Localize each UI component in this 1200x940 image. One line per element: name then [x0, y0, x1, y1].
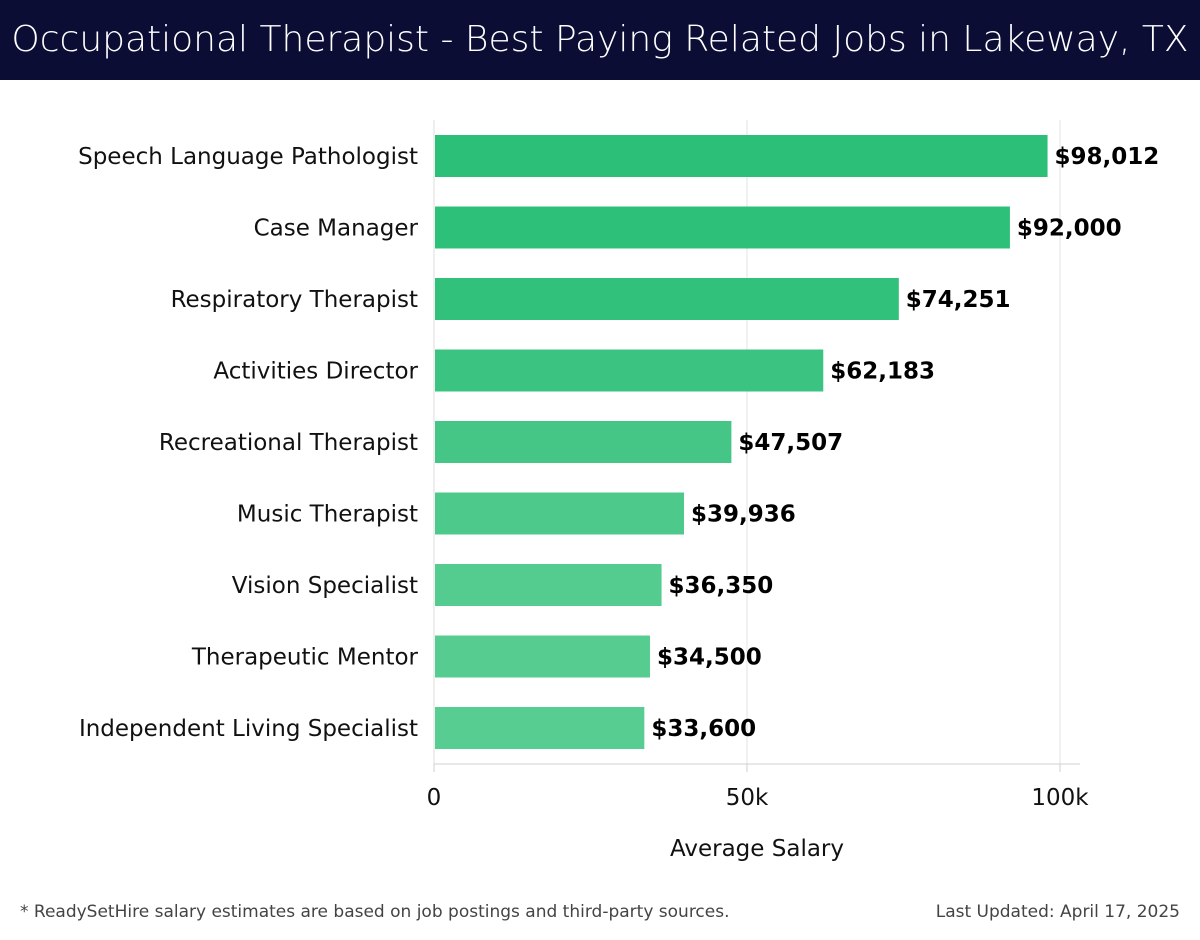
category-label-3: Activities Director: [213, 359, 418, 385]
bar-3: [435, 349, 824, 392]
category-label-0: Speech Language Pathologist: [78, 144, 418, 170]
x-axis-title: Average Salary: [670, 836, 844, 862]
bar-1: [435, 206, 1010, 249]
value-label-5: $39,936: [691, 502, 796, 528]
bar-chart: 0 50k 100k Average Salary Speech Language Pa…: [78, 120, 1160, 862]
category-label-7: Therapeutic Mentor: [191, 645, 419, 671]
x-tick-label-1: 50k: [726, 785, 769, 811]
category-label-8: Independent Living Specialist: [79, 716, 418, 742]
last-updated: Last Updated: April 17, 2025: [935, 902, 1180, 922]
bar-2: [435, 278, 899, 320]
bar-6: [435, 564, 662, 606]
x-tick-label-0: 0: [427, 785, 442, 811]
category-label-1: Case Manager: [254, 216, 419, 242]
bar-4: [435, 421, 732, 463]
value-label-6: $36,350: [669, 573, 774, 599]
value-label-0: $98,012: [1055, 144, 1160, 170]
category-label-5: Music Therapist: [237, 502, 418, 528]
category-label-4: Recreational Therapist: [159, 430, 418, 456]
value-label-7: $34,500: [657, 645, 762, 671]
value-label-4: $47,507: [738, 430, 843, 456]
value-label-3: $62,183: [830, 359, 935, 385]
bar-7: [435, 635, 650, 678]
category-label-2: Respiratory Therapist: [171, 287, 418, 313]
x-tick-label-2: 100k: [1031, 785, 1089, 811]
value-label-8: $33,600: [651, 716, 756, 742]
bar-8: [435, 707, 645, 749]
bar-0: [435, 135, 1048, 177]
bar-5: [435, 492, 684, 535]
category-label-6: Vision Specialist: [232, 573, 418, 599]
value-label-2: $74,251: [906, 287, 1011, 313]
value-label-1: $92,000: [1017, 216, 1122, 242]
chart-title: Occupational Therapist - Best Paying Rel…: [11, 19, 1189, 60]
footnote: * ReadySetHire salary estimates are base…: [20, 902, 730, 922]
chart-header: Occupational Therapist - Best Paying Rel…: [0, 0, 1200, 80]
